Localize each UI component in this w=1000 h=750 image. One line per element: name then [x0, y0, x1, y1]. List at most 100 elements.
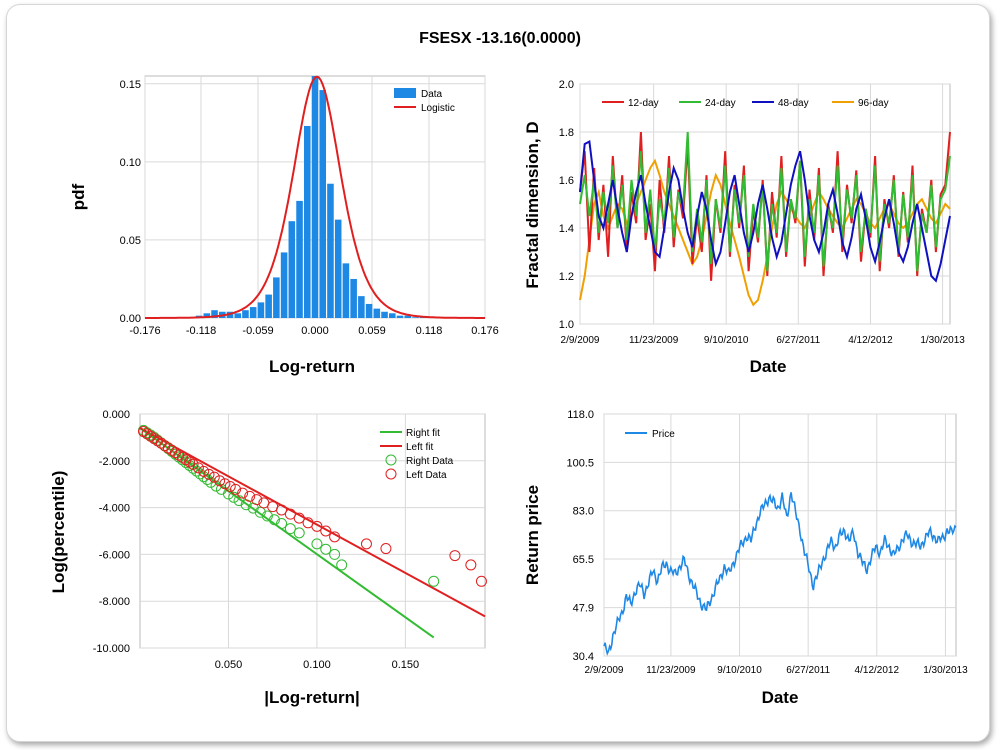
- price-series-line: [603, 492, 957, 656]
- page-title: FSESX -13.16(0.0000): [419, 30, 581, 47]
- right-data-point: [320, 543, 332, 555]
- left-data-point: [251, 494, 263, 506]
- hist-y-tick: 0.10: [120, 157, 141, 169]
- price-x-tick: 11/23/2009: [646, 665, 696, 676]
- price-x-tick: 4/12/2012: [855, 665, 900, 676]
- price-y-tick: 30.4: [573, 651, 594, 663]
- hist-x-tick: -0.059: [242, 325, 273, 337]
- logistic-fit-line: [145, 75, 485, 319]
- left-data-point: [311, 520, 323, 532]
- left-data-point: [187, 458, 199, 470]
- legend-left-data-swatch: [385, 468, 397, 480]
- hist-bar: [388, 313, 396, 318]
- left-data-point: [208, 471, 220, 483]
- legend-data-label: Data: [421, 89, 443, 100]
- fractal-y-tick: 2.0: [559, 79, 574, 91]
- hist-bar: [257, 302, 265, 318]
- fractal-x-tick: 1/30/2013: [920, 335, 965, 346]
- fractal-y-tick: 1.0: [559, 319, 574, 331]
- legend-left-data-label: Left Data: [406, 470, 447, 481]
- price-x-axis-label: Date: [762, 688, 799, 707]
- left-data-point: [380, 543, 392, 555]
- tail-x-tick: 0.150: [392, 659, 420, 671]
- hist-y-tick: 0.15: [120, 79, 141, 91]
- hist-x-tick: 0.118: [416, 325, 443, 337]
- right-data-point: [311, 538, 323, 550]
- tail-x-tick: 0.100: [303, 659, 331, 671]
- left-data-point: [219, 478, 231, 490]
- price-x-tick: 1/30/2013: [923, 665, 968, 676]
- hist-bar: [242, 310, 249, 318]
- right-data-point: [198, 471, 210, 483]
- fractal-y-axis-label: Fractal dimension, D: [523, 121, 542, 288]
- hist-bar: [265, 294, 272, 318]
- hist-y-tick: 0.05: [120, 235, 141, 247]
- hist-bar: [365, 303, 373, 318]
- left-data-point: [198, 465, 210, 477]
- left-data-point: [329, 531, 341, 543]
- price-legend: Price: [625, 429, 675, 440]
- right-data-point: [284, 523, 296, 535]
- left-fit-line: [139, 427, 486, 618]
- fractal-y-tick: 1.4: [559, 223, 574, 235]
- hist-y-tick: 0.00: [120, 313, 141, 325]
- hist-bar: [273, 277, 280, 318]
- hist-bar: [327, 183, 334, 318]
- fractal-y-tick: 1.6: [559, 175, 574, 187]
- hist-x-axis-label: Log-return: [269, 357, 355, 376]
- tail-y-tick: -6.000: [99, 549, 130, 561]
- tail-x-tick: 0.050: [215, 659, 243, 671]
- left-data-point: [276, 504, 288, 516]
- right-data-point: [254, 506, 266, 518]
- fractal-legend-label: 12-day: [628, 98, 659, 109]
- fractal-legend-label: 24-day: [705, 98, 736, 109]
- tail-y-tick: 0.000: [102, 409, 130, 421]
- hist-bar: [296, 200, 303, 318]
- hist-x-tick: -0.118: [186, 325, 216, 337]
- hist-legend: Data Logistic: [394, 88, 455, 114]
- hist-bar: [203, 313, 211, 318]
- right-data-point: [187, 462, 199, 474]
- histogram-panel: -0.176 -0.118 -0.059 0.000 0.059 0.118 0.176 0…: [69, 75, 499, 376]
- legend-data-swatch: [394, 88, 416, 98]
- fractal-legend-label: 48-day: [778, 98, 809, 109]
- right-data-point: [228, 491, 240, 503]
- tail-y-axis-label: Log(percentile): [49, 471, 68, 594]
- price-y-axis-label: Return price: [523, 485, 542, 585]
- price-y-tick: 47.9: [573, 603, 594, 615]
- left-data-point: [284, 508, 296, 520]
- hist-bar: [334, 219, 342, 318]
- legend-right-data-swatch: [385, 454, 397, 466]
- fractal-x-tick: 6/27/2011: [776, 335, 820, 346]
- right-data-point: [180, 457, 192, 469]
- right-data-point: [194, 468, 206, 480]
- left-data-point: [192, 462, 204, 474]
- price-x-tick: 9/10/2010: [717, 665, 762, 676]
- hist-bar: [381, 311, 388, 318]
- hist-bar: [249, 307, 257, 318]
- hist-bar: [373, 308, 381, 318]
- price-x-tick: 2/9/2009: [585, 665, 624, 676]
- hist-x-tick: 0.176: [471, 325, 499, 337]
- hist-bar: [350, 278, 357, 318]
- price-plot-area: [603, 413, 957, 657]
- legend-right-data-label: Right Data: [406, 456, 454, 467]
- fractal-x-tick: 4/12/2012: [848, 335, 893, 346]
- hist-bar: [280, 252, 288, 318]
- hist-bar: [234, 313, 242, 318]
- price-y-tick: 118.0: [567, 409, 594, 421]
- tail-y-tick: -2.000: [99, 456, 130, 468]
- right-data-point: [336, 559, 348, 571]
- right-data-point: [268, 514, 280, 526]
- left-data-point: [184, 456, 196, 468]
- hist-x-tick: -0.176: [129, 325, 160, 337]
- right-data-point: [210, 480, 222, 492]
- hist-bar: [303, 125, 311, 318]
- left-data-point: [244, 490, 256, 502]
- hist-x-tick: 0.000: [301, 325, 329, 337]
- tail-y-tick: -8.000: [99, 596, 130, 608]
- left-data-point: [214, 475, 226, 487]
- right-data-point: [329, 548, 341, 560]
- hist-x-tick: 0.059: [358, 325, 386, 337]
